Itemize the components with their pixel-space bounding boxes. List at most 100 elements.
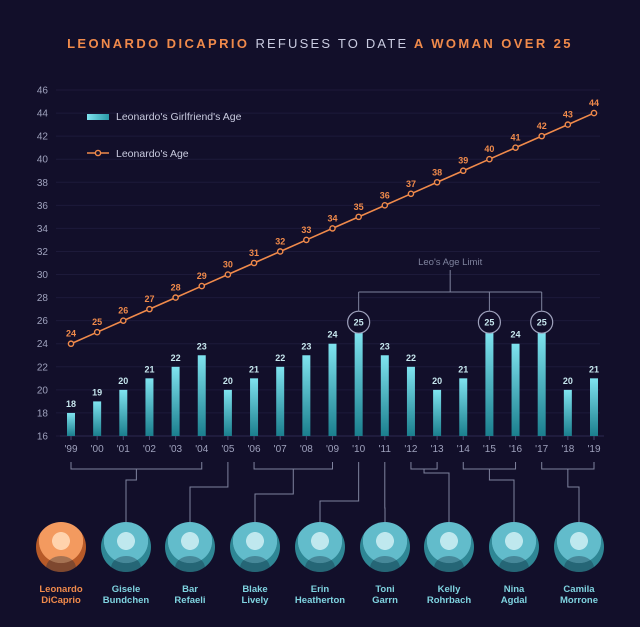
y-tick-label: 20	[37, 385, 49, 396]
line-point	[198, 282, 206, 290]
line-point	[276, 248, 284, 255]
x-tick-label: '18	[561, 444, 574, 455]
person-name: Nina Agdal	[474, 584, 554, 606]
person-name: Blake Lively	[215, 584, 295, 606]
bar	[537, 332, 546, 436]
line-point	[120, 317, 127, 324]
bar-value-label: 20	[432, 376, 442, 386]
y-tick-label: 32	[37, 247, 49, 258]
person-connector	[254, 469, 294, 522]
x-tick-label: '16	[509, 444, 522, 455]
y-tick-label: 16	[37, 432, 49, 443]
y-tick-label: 42	[37, 132, 49, 143]
line-point	[224, 271, 232, 278]
line-value-label: 24	[66, 329, 76, 339]
y-tick-label: 34	[37, 224, 49, 235]
bar-value-label: 23	[197, 341, 207, 351]
line-value-label: 27	[144, 294, 154, 304]
x-tick-label: '12	[404, 444, 417, 455]
bar-value-label: 18	[66, 399, 76, 409]
y-tick-label: 22	[37, 362, 49, 373]
y-tick-label: 30	[37, 270, 49, 281]
bar	[197, 355, 206, 436]
person-name: Leonardo DiCaprio	[21, 584, 101, 606]
person-name: Kelly Rohrbach	[409, 584, 489, 606]
person-connector	[567, 469, 580, 522]
bar	[563, 389, 572, 436]
bar	[67, 412, 75, 436]
year-group-bracket	[410, 462, 438, 470]
title-part-1: LEONARDO DICAPRIO	[67, 36, 250, 51]
bar	[406, 366, 415, 436]
bar	[223, 389, 232, 436]
person-avatar	[489, 522, 539, 572]
line-value-label: 32	[275, 236, 285, 246]
bar	[354, 332, 363, 436]
bar	[250, 378, 259, 436]
bar	[433, 389, 442, 436]
person-first-name: Blake	[242, 584, 268, 595]
x-tick-label: '99	[64, 444, 77, 455]
x-tick-label: '09	[326, 444, 339, 455]
person-name: Camila Morrone	[539, 584, 619, 606]
legend-line-label: Leonardo's Age	[116, 148, 189, 160]
line-value-label: 40	[484, 144, 494, 154]
bar	[93, 401, 102, 436]
x-tick-label: '04	[195, 444, 208, 455]
line-point	[355, 213, 362, 221]
person-first-name: Toni	[375, 584, 395, 595]
line-value-label: 35	[354, 202, 364, 212]
person-avatar	[36, 522, 86, 572]
line-value-label: 29	[197, 271, 207, 281]
bar-value-label: 24	[327, 330, 337, 340]
y-tick-label: 24	[37, 339, 49, 350]
line-point	[486, 155, 493, 163]
highlight-value-label: 25	[484, 318, 494, 328]
line-point	[303, 236, 310, 244]
person-connector	[488, 469, 515, 522]
line-point	[93, 328, 101, 336]
x-tick-label: '01	[117, 444, 130, 455]
x-tick-label: '00	[91, 444, 104, 455]
x-tick-label: '15	[483, 444, 496, 455]
person-last-name: Agdal	[500, 595, 528, 606]
chart-title: LEONARDO DICAPRIO REFUSES TO DATE A WOMA…	[0, 36, 640, 51]
line-value-label: 25	[92, 317, 102, 327]
x-tick-label: '10	[352, 444, 365, 455]
bar	[276, 366, 285, 436]
y-tick-label: 36	[37, 201, 49, 212]
x-tick-label: '05	[221, 444, 234, 455]
year-group-bracket	[541, 462, 595, 470]
bar-value-label: 23	[301, 341, 311, 351]
x-tick-label: '02	[143, 444, 156, 455]
y-tick-label: 28	[37, 293, 49, 304]
line-value-label: 30	[223, 260, 233, 270]
y-tick-label: 38	[37, 178, 49, 189]
person-avatar	[295, 522, 345, 572]
person-last-name: Rohrbach	[426, 595, 472, 606]
bar-value-label: 20	[223, 376, 233, 386]
line-point	[433, 178, 441, 186]
person-last-name: Heatherton	[294, 595, 346, 606]
line-point	[146, 305, 153, 313]
bar	[511, 343, 520, 436]
person-name: Bar Refaeli	[150, 584, 230, 606]
person-first-name: Bar	[182, 584, 198, 595]
line-value-label: 26	[118, 306, 128, 316]
x-tick-label: '11	[379, 444, 392, 455]
person-connector	[319, 469, 360, 522]
person-connector	[423, 469, 450, 522]
x-tick-label: '06	[248, 444, 261, 455]
line-value-label: 31	[249, 248, 259, 258]
person-avatar	[230, 522, 280, 572]
line-point	[329, 225, 336, 232]
line-point	[250, 259, 258, 267]
title-part-3: A WOMAN OVER 25	[413, 36, 573, 51]
person-last-name: Refaeli	[174, 595, 206, 606]
person-first-name: Gisele	[111, 584, 141, 595]
age-limit-label: Leo's Age Limit	[418, 257, 482, 268]
bar-value-label: 20	[118, 376, 128, 386]
line-value-label: 42	[537, 121, 547, 131]
y-tick-label: 44	[37, 109, 49, 120]
